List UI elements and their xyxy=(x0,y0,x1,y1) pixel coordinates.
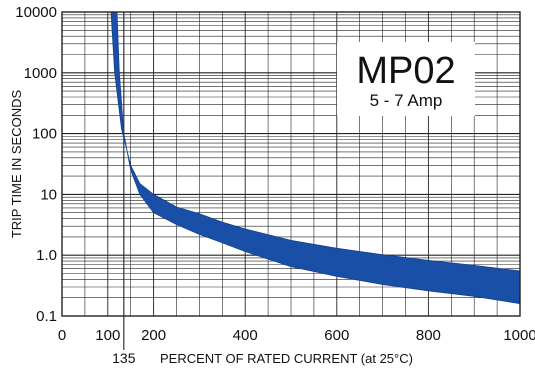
x-extra-tick-label: 135 xyxy=(112,350,136,366)
y-tick-label: 0.1 xyxy=(36,308,57,325)
chart-title: MP02 xyxy=(356,50,455,92)
x-tick-label: 200 xyxy=(141,327,166,344)
y-tick-label: 100 xyxy=(32,126,57,143)
plot-frame xyxy=(61,11,521,317)
x-axis-label: PERCENT OF RATED CURRENT (at 25°C) xyxy=(160,351,413,366)
y-tick-label: 1.0 xyxy=(36,247,57,264)
x-tick-label: 400 xyxy=(233,327,258,344)
x-tick-label: 800 xyxy=(416,327,441,344)
chart-subtitle: 5 - 7 Amp xyxy=(370,91,443,110)
x-tick-label: 1000 xyxy=(503,327,535,344)
y-tick-label: 10000 xyxy=(15,4,57,21)
x-tick-label: 600 xyxy=(324,327,349,344)
y-tick-label: 1000 xyxy=(24,65,57,82)
y-tick-labels: 0.1 1.0 10 100 1000 10000 xyxy=(15,4,57,325)
x-tick-labels: 0 100 200 400 600 800 1000 xyxy=(58,327,535,344)
x-tick-label: 100 xyxy=(95,327,120,344)
y-axis-label: TRIP TIME IN SECONDS xyxy=(9,90,24,239)
x-tick-label: 0 xyxy=(58,327,66,344)
y-tick-label: 10 xyxy=(40,186,57,203)
title-box xyxy=(337,42,475,116)
